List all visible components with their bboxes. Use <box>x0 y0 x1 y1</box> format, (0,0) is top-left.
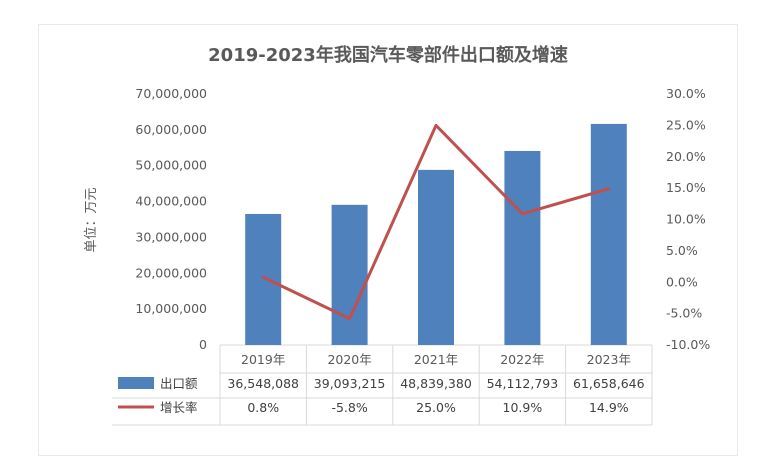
y-axis-label-group: 单位：万元 <box>84 187 99 252</box>
left-tick-label: 50,000,000 <box>135 158 207 173</box>
left-tick-label: 40,000,000 <box>135 194 207 209</box>
line-series <box>261 123 611 321</box>
table-cell-growth: 14.9% <box>589 400 629 415</box>
table-cell-growth: 10.9% <box>503 400 543 415</box>
x-category-label: 2019年 <box>241 352 285 367</box>
bar-series <box>245 123 627 345</box>
left-axis-ticks: 0 10,000,000 20,000,000 30,000,000 40,000,00… <box>135 86 207 352</box>
left-tick-label: 10,000,000 <box>135 301 207 316</box>
chart-title: 2019-2023年我国汽车零部件出口额及增速 <box>208 44 568 66</box>
table-cell-export: 61,658,646 <box>573 376 645 391</box>
right-tick-label: -10.0% <box>666 337 710 352</box>
legend-bar-name: 出口额 <box>160 376 198 391</box>
table-cell-export: 54,112,793 <box>487 376 559 391</box>
x-category-label: 2020年 <box>327 352 371 367</box>
bar <box>418 169 454 345</box>
table-cell-export: 48,839,380 <box>400 376 472 391</box>
y-axis-label: 单位：万元 <box>84 187 99 252</box>
table-cell-export: 36,548,088 <box>227 376 299 391</box>
right-tick-label: 10.0% <box>666 212 706 227</box>
right-tick-label: -5.0% <box>666 306 702 321</box>
right-tick-label: 5.0% <box>666 243 698 258</box>
left-tick-label: 20,000,000 <box>135 265 207 280</box>
bar <box>331 204 368 345</box>
left-tick-label: 60,000,000 <box>135 122 207 137</box>
legend-line-name: 增长率 <box>160 400 198 415</box>
data-table-lines <box>112 344 653 426</box>
bar <box>590 123 627 345</box>
right-axis-ticks: -10.0% -5.0% 0.0% 5.0% 10.0% 15.0% 20.0% 25.0% 3… <box>666 86 710 352</box>
right-tick-label: 15.0% <box>666 180 706 195</box>
left-tick-label: 0 <box>199 337 207 352</box>
x-category-label: 2021年 <box>414 352 458 367</box>
right-tick-label: 25.0% <box>666 117 706 132</box>
x-axis-categories: 2019年 2020年 2021年 2022年 2023年 <box>241 352 631 367</box>
table-cell-growth: 25.0% <box>416 400 456 415</box>
table-cell-growth: -5.8% <box>331 400 367 415</box>
legend-bar-swatch <box>118 377 154 389</box>
x-category-label: 2022年 <box>500 352 544 367</box>
table-cell-growth: 0.8% <box>247 400 279 415</box>
left-tick-label: 30,000,000 <box>135 229 207 244</box>
right-tick-label: 30.0% <box>666 86 706 101</box>
right-tick-label: 0.0% <box>666 274 698 289</box>
growth-line <box>261 123 611 321</box>
right-tick-label: 20.0% <box>666 149 706 164</box>
x-category-label: 2023年 <box>587 352 631 367</box>
table-cell-export: 39,093,215 <box>314 376 386 391</box>
bar <box>245 213 282 345</box>
left-tick-label: 70,000,000 <box>135 86 207 101</box>
bar <box>504 150 541 345</box>
